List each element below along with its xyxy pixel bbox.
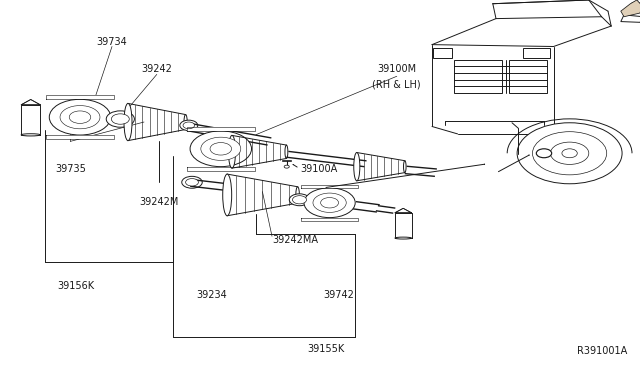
Polygon shape [357, 153, 404, 181]
Text: 39100A: 39100A [301, 164, 338, 174]
Circle shape [190, 131, 252, 167]
Text: 39156K: 39156K [57, 281, 94, 291]
Circle shape [304, 188, 355, 218]
Polygon shape [128, 103, 186, 141]
Text: 39242M: 39242M [139, 197, 179, 207]
Polygon shape [354, 202, 379, 212]
Circle shape [183, 122, 195, 129]
Circle shape [532, 132, 607, 175]
Ellipse shape [296, 187, 300, 203]
Circle shape [284, 165, 289, 168]
Circle shape [292, 196, 307, 204]
Circle shape [69, 111, 91, 124]
Text: 39234: 39234 [196, 290, 227, 300]
Circle shape [186, 179, 198, 186]
Circle shape [313, 193, 346, 212]
Circle shape [182, 176, 202, 188]
Circle shape [289, 194, 310, 206]
Text: 39242: 39242 [141, 64, 172, 74]
Polygon shape [21, 100, 40, 105]
Polygon shape [21, 105, 40, 135]
Ellipse shape [354, 153, 360, 181]
Circle shape [562, 149, 577, 158]
Circle shape [321, 198, 339, 208]
Circle shape [536, 149, 552, 158]
Polygon shape [509, 60, 547, 93]
Text: 39735: 39735 [55, 164, 86, 174]
Circle shape [60, 106, 100, 129]
Polygon shape [187, 127, 255, 131]
Polygon shape [523, 48, 550, 58]
Circle shape [550, 142, 589, 164]
Text: 39734: 39734 [97, 36, 127, 46]
Polygon shape [187, 167, 255, 171]
Polygon shape [621, 15, 640, 22]
Ellipse shape [228, 135, 236, 168]
Circle shape [517, 123, 622, 184]
Polygon shape [301, 185, 358, 188]
Polygon shape [395, 208, 412, 213]
Ellipse shape [124, 103, 132, 141]
Polygon shape [405, 166, 436, 176]
Polygon shape [395, 213, 412, 238]
Polygon shape [376, 206, 395, 213]
Polygon shape [46, 135, 114, 139]
Ellipse shape [404, 161, 406, 173]
Polygon shape [191, 180, 228, 190]
Polygon shape [188, 124, 271, 145]
Text: 39242MA: 39242MA [272, 235, 318, 245]
Polygon shape [433, 48, 452, 58]
Polygon shape [621, 0, 640, 17]
Text: 39100M: 39100M [377, 64, 417, 74]
Circle shape [210, 142, 232, 155]
Circle shape [201, 137, 241, 160]
Polygon shape [232, 135, 287, 168]
Polygon shape [287, 151, 366, 167]
Circle shape [49, 99, 111, 135]
Circle shape [111, 114, 129, 124]
Text: 39155K: 39155K [308, 344, 345, 354]
Polygon shape [227, 174, 298, 216]
Ellipse shape [395, 237, 412, 239]
Text: 39742: 39742 [324, 290, 355, 300]
Ellipse shape [184, 115, 187, 129]
Ellipse shape [285, 145, 288, 158]
Polygon shape [301, 218, 358, 221]
Polygon shape [454, 60, 502, 93]
Ellipse shape [21, 134, 40, 136]
Polygon shape [46, 95, 114, 99]
Circle shape [180, 120, 198, 131]
Text: (RH & LH): (RH & LH) [372, 80, 421, 90]
Ellipse shape [223, 174, 232, 216]
Circle shape [106, 111, 134, 127]
Text: R391001A: R391001A [577, 346, 627, 356]
